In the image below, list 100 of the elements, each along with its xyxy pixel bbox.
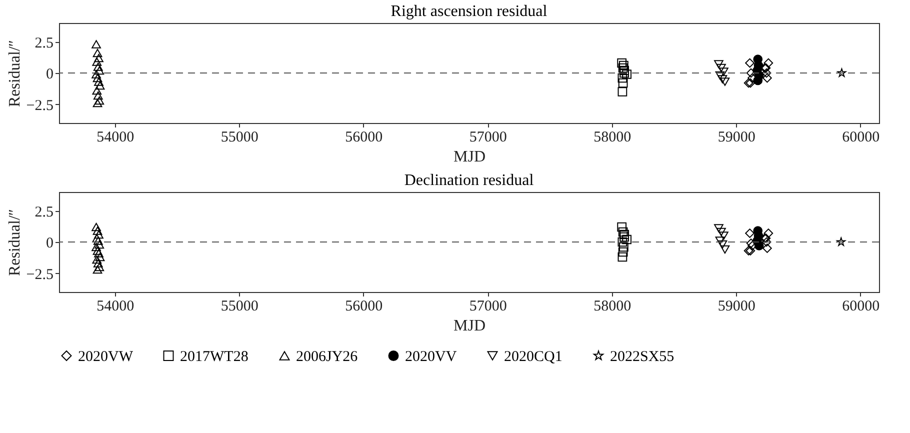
legend-label: 2020VW (78, 348, 134, 365)
x-tick-label: 56000 (345, 130, 383, 146)
point (92, 265, 102, 274)
point (836, 237, 846, 246)
point (618, 252, 628, 262)
point (764, 228, 774, 238)
x-tick-label: 57000 (469, 130, 507, 146)
point (720, 78, 730, 86)
point (762, 237, 772, 247)
point (837, 68, 846, 77)
point (618, 227, 628, 237)
x-tick-label: 55000 (220, 130, 258, 146)
legend-label: 2006JY26 (296, 348, 358, 365)
point (762, 244, 772, 253)
point (716, 228, 726, 236)
point (94, 249, 104, 258)
point (94, 66, 104, 75)
point (715, 236, 725, 245)
point (95, 81, 105, 90)
point (622, 70, 632, 79)
point (92, 234, 102, 242)
point (93, 259, 103, 268)
point (94, 262, 104, 272)
point (618, 87, 628, 96)
point (92, 40, 101, 48)
point (94, 240, 104, 249)
point (92, 70, 101, 78)
point (754, 241, 764, 250)
point (618, 63, 628, 73)
y-tick-label: 2.5 (34, 204, 54, 220)
point (746, 68, 756, 78)
point (619, 60, 628, 70)
point (746, 238, 756, 248)
point (620, 230, 629, 240)
point (94, 230, 104, 239)
x-axis-title: MJD (453, 148, 486, 166)
point (744, 246, 754, 256)
point (718, 240, 728, 249)
point (718, 75, 728, 84)
x-tick-label: 57000 (469, 298, 507, 314)
x-tick-label: 54000 (96, 130, 134, 146)
point (719, 68, 728, 76)
x-tick-label: 59000 (718, 298, 756, 314)
point (716, 64, 726, 72)
legend-label: 2020VV (405, 348, 457, 365)
point (92, 246, 102, 255)
point (618, 78, 628, 88)
y-tick-label: −2.5 (26, 98, 54, 114)
point (618, 73, 628, 83)
point (720, 245, 730, 254)
legend-label: 2020CQ1 (504, 348, 562, 365)
point (620, 66, 629, 76)
point (92, 98, 102, 108)
point (92, 74, 102, 82)
point (619, 242, 628, 252)
point (617, 58, 626, 68)
point (95, 252, 105, 262)
y-tick-label: 0 (46, 236, 54, 252)
point (714, 60, 724, 68)
y-tick-label: −2.5 (26, 266, 54, 283)
x-tick-label: 59000 (718, 130, 756, 146)
point (745, 228, 754, 238)
point (92, 58, 102, 66)
point (92, 86, 102, 95)
x-axis-title: MJD (453, 318, 486, 334)
point (93, 91, 103, 100)
legend-label: 2022SX55 (610, 348, 674, 365)
point (762, 73, 772, 83)
point (620, 68, 629, 78)
point (617, 222, 626, 232)
point (92, 48, 102, 58)
point (94, 96, 104, 105)
chart-title: Right ascension residual (390, 3, 548, 20)
point (746, 246, 756, 256)
y-axis-title: Residual/″ (6, 208, 24, 276)
point (764, 58, 774, 68)
point (745, 58, 754, 68)
x-tick-label: 56000 (345, 298, 383, 314)
y-tick-label: 0 (46, 66, 54, 82)
point (618, 247, 628, 257)
point (753, 76, 763, 86)
y-tick-label: 2.5 (34, 35, 54, 52)
x-tick-label: 60000 (842, 298, 880, 314)
x-tick-label: 55000 (220, 298, 258, 314)
x-tick-label: 58000 (594, 130, 632, 146)
point (94, 78, 104, 86)
y-axis-title: Residual/″ (6, 40, 24, 108)
point (714, 224, 724, 232)
point (622, 234, 632, 244)
point (92, 255, 102, 264)
point (92, 226, 102, 235)
x-tick-label: 54000 (96, 298, 134, 314)
point (93, 62, 103, 71)
chart-title: Declination residual (404, 172, 534, 189)
point (618, 237, 628, 247)
point (93, 236, 103, 245)
legend-label: 2017WT28 (180, 348, 248, 365)
point (92, 222, 101, 232)
point (620, 232, 629, 242)
point (92, 242, 101, 252)
